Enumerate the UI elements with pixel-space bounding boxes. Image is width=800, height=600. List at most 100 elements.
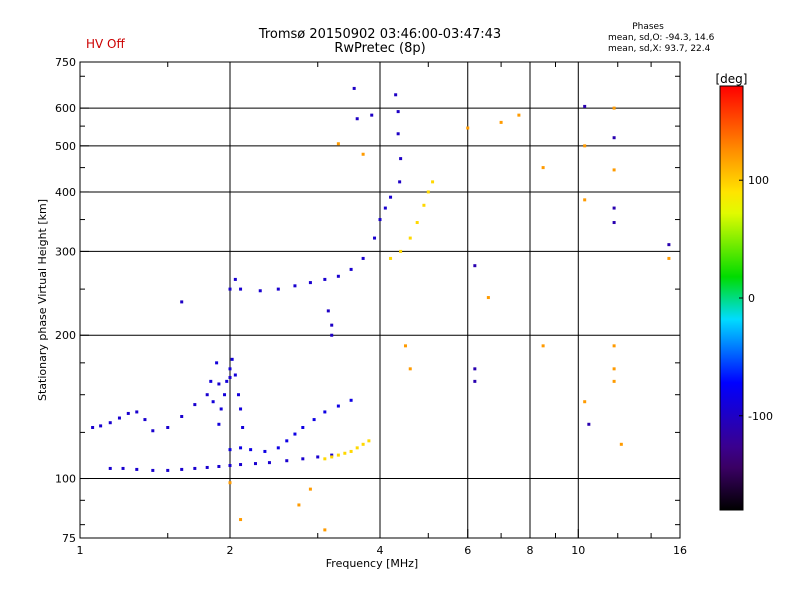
data-point bbox=[486, 296, 490, 300]
data-point bbox=[193, 403, 197, 407]
data-point bbox=[108, 466, 112, 470]
y-tick-label: 300 bbox=[55, 245, 76, 258]
data-point bbox=[349, 267, 353, 271]
x-tick-label: 8 bbox=[527, 544, 534, 557]
data-point bbox=[396, 110, 400, 114]
data-point bbox=[394, 93, 398, 97]
data-point bbox=[361, 256, 365, 260]
data-point bbox=[612, 221, 616, 225]
chart-subtitle: RwPretec (8p) bbox=[334, 41, 426, 56]
y-axis-title: Stationary phase Virtual Height [km] bbox=[36, 199, 49, 401]
data-point bbox=[612, 344, 616, 348]
data-point bbox=[583, 104, 587, 108]
data-point bbox=[228, 367, 232, 371]
data-point bbox=[373, 236, 377, 240]
data-point bbox=[233, 373, 237, 377]
data-point bbox=[422, 203, 426, 207]
data-point bbox=[166, 425, 170, 429]
data-point bbox=[587, 422, 591, 426]
data-point bbox=[466, 126, 470, 130]
data-point bbox=[233, 277, 237, 281]
colorbar-tick-label: 0 bbox=[748, 292, 755, 305]
data-point bbox=[408, 367, 412, 371]
data-point bbox=[228, 287, 232, 291]
data-point bbox=[180, 414, 184, 418]
data-point bbox=[336, 404, 340, 408]
x-tick-label: 4 bbox=[377, 544, 384, 557]
data-point bbox=[323, 528, 327, 532]
x-tick-label: 10 bbox=[571, 544, 585, 557]
data-point bbox=[239, 446, 243, 450]
data-point bbox=[230, 357, 234, 361]
colorbar-tick-label: -100 bbox=[748, 410, 773, 423]
y-tick-label: 500 bbox=[55, 140, 76, 153]
data-point bbox=[399, 249, 403, 253]
data-point bbox=[239, 518, 243, 522]
data-point bbox=[301, 425, 305, 429]
data-point bbox=[352, 86, 356, 90]
data-point bbox=[293, 432, 297, 436]
data-point bbox=[217, 422, 221, 426]
data-point bbox=[323, 410, 327, 414]
data-point bbox=[308, 281, 312, 285]
data-point bbox=[323, 277, 327, 281]
data-point bbox=[228, 464, 232, 468]
data-point bbox=[239, 463, 243, 467]
chart-title: Tromsø 20150902 03:46:00-03:47:43 bbox=[258, 27, 502, 42]
data-point bbox=[612, 206, 616, 210]
data-point bbox=[349, 449, 353, 453]
data-point bbox=[383, 206, 387, 210]
data-point bbox=[583, 144, 587, 148]
colorbar-label: [deg] bbox=[716, 72, 748, 86]
data-point bbox=[193, 466, 197, 470]
data-point bbox=[336, 453, 340, 457]
data-point bbox=[215, 361, 219, 365]
x-tick-label: 6 bbox=[464, 544, 471, 557]
data-point bbox=[330, 333, 334, 337]
data-point bbox=[415, 221, 419, 225]
data-point bbox=[285, 439, 289, 443]
data-point bbox=[403, 344, 407, 348]
data-point bbox=[308, 487, 312, 491]
data-point bbox=[249, 448, 253, 452]
data-point bbox=[667, 243, 671, 247]
x-tick-label: 16 bbox=[673, 544, 687, 557]
data-point bbox=[355, 446, 359, 450]
data-point bbox=[228, 376, 232, 380]
data-point bbox=[209, 379, 213, 383]
data-point bbox=[612, 106, 616, 110]
data-point bbox=[361, 442, 365, 446]
data-point bbox=[297, 503, 301, 507]
y-tick-label: 75 bbox=[62, 532, 76, 545]
phases-heading: Phases bbox=[632, 22, 664, 32]
data-point bbox=[323, 457, 327, 461]
data-point bbox=[316, 455, 320, 459]
data-point bbox=[228, 448, 232, 452]
data-point bbox=[267, 461, 271, 465]
data-point bbox=[236, 393, 240, 397]
y-tick-label: 200 bbox=[55, 329, 76, 342]
data-point bbox=[517, 113, 521, 117]
data-point bbox=[431, 180, 435, 184]
data-point bbox=[499, 120, 503, 124]
data-point bbox=[336, 142, 340, 146]
data-point bbox=[349, 398, 353, 402]
data-point bbox=[612, 136, 616, 140]
data-point bbox=[258, 289, 262, 293]
data-point bbox=[612, 168, 616, 172]
data-point bbox=[330, 453, 334, 457]
data-point bbox=[205, 465, 209, 469]
data-point bbox=[612, 379, 616, 383]
data-point bbox=[293, 284, 297, 288]
data-point bbox=[91, 425, 95, 429]
data-point bbox=[263, 449, 267, 453]
data-point bbox=[121, 466, 125, 470]
data-point bbox=[473, 379, 477, 383]
data-point bbox=[326, 309, 330, 313]
data-point bbox=[108, 421, 112, 425]
data-point bbox=[166, 468, 170, 472]
data-point bbox=[276, 446, 280, 450]
data-point bbox=[541, 344, 545, 348]
data-point bbox=[389, 256, 393, 260]
